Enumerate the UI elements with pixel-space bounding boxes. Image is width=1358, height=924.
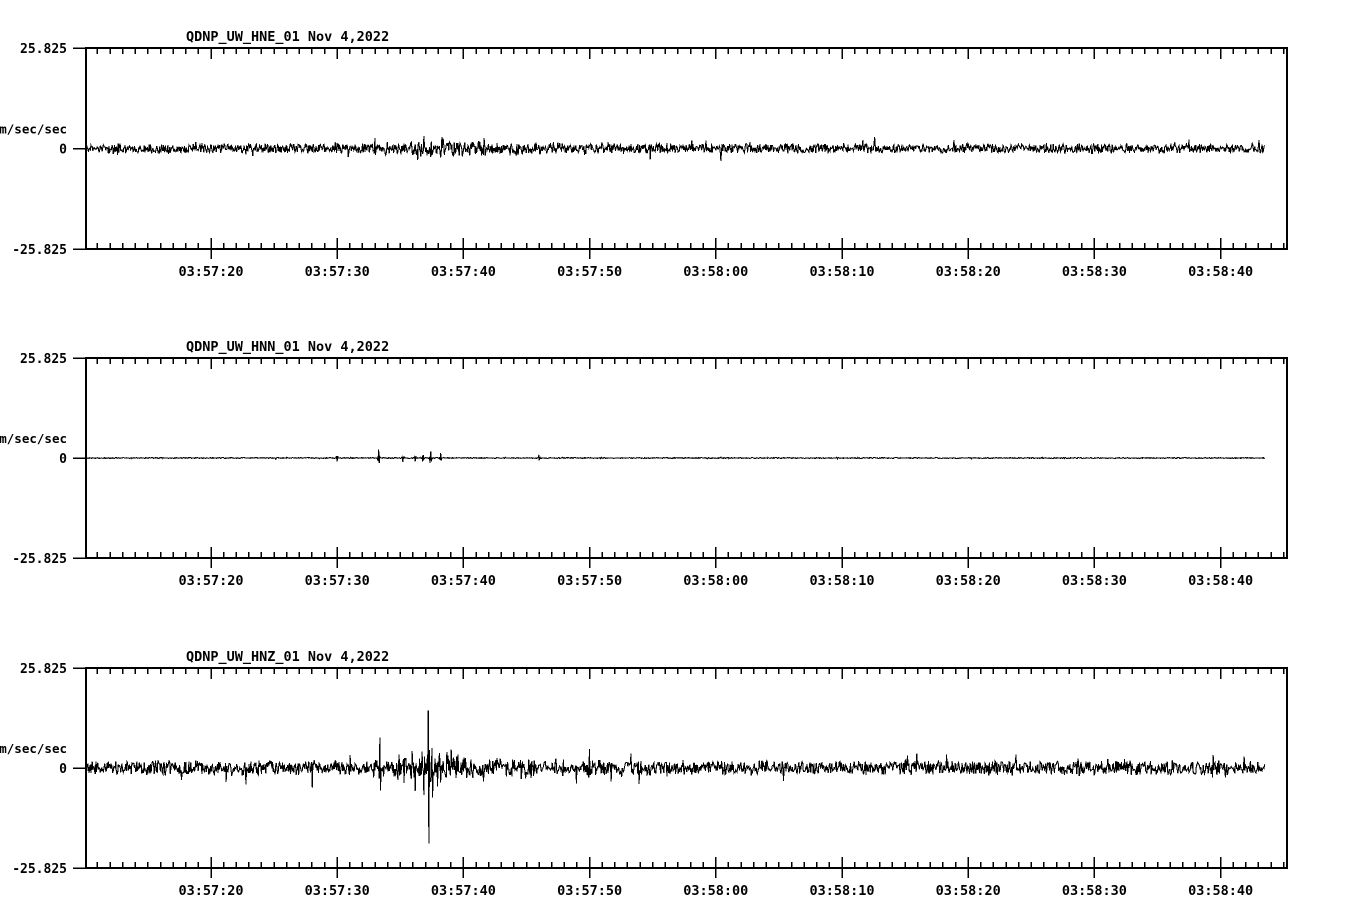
x-tick-label: 03:57:50: [557, 264, 622, 280]
x-tick-label: 03:58:30: [1062, 264, 1127, 280]
x-tick-label: 03:58:30: [1062, 573, 1127, 589]
x-tick-label: 03:57:20: [178, 264, 243, 280]
x-tick-label: 03:58:20: [936, 264, 1001, 280]
panel-title: QDNP_UW_HNE_01 Nov 4,2022: [186, 29, 389, 45]
y-axis-unit-label: cm/sec/sec: [0, 741, 67, 756]
waveform-trace: [85, 135, 1266, 161]
x-tick-label: 03:58:00: [683, 264, 748, 280]
x-tick-label: 03:58:40: [1188, 573, 1253, 589]
panel-hne: 03:57:20 03:57:30 03:57:40 03:57:50 03:58:00…: [0, 29, 1288, 280]
y-tick-label-min: -25.825: [12, 552, 67, 567]
panel-title: QDNP_UW_HNZ_01 Nov 4,2022: [186, 649, 389, 665]
x-tick-label: 03:58:10: [809, 264, 874, 280]
y-tick-label-zero: 0: [59, 762, 67, 777]
y-axis-unit-label: cm/sec/sec: [0, 122, 67, 137]
x-axis-ticks: [96, 358, 1285, 568]
y-tick-label-max: 25.825: [20, 42, 67, 57]
x-tick-label: 03:57:20: [178, 883, 243, 899]
panel-hnz: 03:57:20 03:57:30 03:57:40 03:57:50 03:58:00…: [0, 649, 1288, 899]
y-axis-ticks: [73, 357, 86, 559]
x-tick-label: 03:58:00: [683, 883, 748, 899]
x-axis-ticks: [96, 668, 1285, 878]
x-tick-label: 03:57:20: [178, 573, 243, 589]
y-tick-label-max: 25.825: [20, 352, 67, 367]
waveform-trace: [85, 710, 1266, 844]
x-tick-label: 03:57:30: [305, 264, 370, 280]
waveform-trace: [86, 449, 1266, 463]
y-tick-label-zero: 0: [59, 452, 67, 467]
y-tick-label-min: -25.825: [12, 862, 67, 877]
x-tick-label: 03:57:30: [305, 573, 370, 589]
x-tick-label: 03:58:10: [809, 573, 874, 589]
x-tick-label: 03:57:40: [431, 573, 496, 589]
x-tick-label: 03:57:30: [305, 883, 370, 899]
x-tick-label: 03:58:30: [1062, 883, 1127, 899]
x-tick-label: 03:57:50: [557, 883, 622, 899]
x-tick-label: 03:57:40: [431, 264, 496, 280]
y-axis-unit-label: cm/sec/sec: [0, 431, 67, 446]
x-tick-label: 03:57:40: [431, 883, 496, 899]
plot-frame: [85, 357, 1288, 559]
x-tick-label: 03:57:50: [557, 573, 622, 589]
plot-frame: [85, 47, 1288, 250]
panel-title: QDNP_UW_HNN_01 Nov 4,2022: [186, 339, 389, 355]
y-axis-ticks: [73, 47, 86, 250]
x-axis-ticks: [96, 48, 1285, 259]
x-tick-label: 03:58:00: [683, 573, 748, 589]
y-axis-ticks: [73, 667, 86, 869]
y-tick-label-max: 25.825: [20, 662, 67, 677]
y-tick-label-min: -25.825: [12, 243, 67, 258]
x-tick-labels: 03:57:20 03:57:30 03:57:40 03:57:50 03:58:00…: [178, 883, 1253, 899]
x-tick-label: 03:58:10: [809, 883, 874, 899]
plot-frame: [85, 667, 1288, 869]
y-tick-label-zero: 0: [59, 143, 67, 158]
x-tick-label: 03:58:40: [1188, 883, 1253, 899]
x-tick-labels: 03:57:20 03:57:30 03:57:40 03:57:50 03:58:00…: [178, 264, 1253, 280]
x-tick-labels: 03:57:20 03:57:30 03:57:40 03:57:50 03:58:00…: [178, 573, 1253, 589]
x-tick-label: 03:58:20: [936, 573, 1001, 589]
x-tick-label: 03:58:20: [936, 883, 1001, 899]
panel-hnn: 03:57:20 03:57:30 03:57:40 03:57:50 03:58:00…: [0, 339, 1288, 589]
x-tick-label: 03:58:40: [1188, 264, 1253, 280]
